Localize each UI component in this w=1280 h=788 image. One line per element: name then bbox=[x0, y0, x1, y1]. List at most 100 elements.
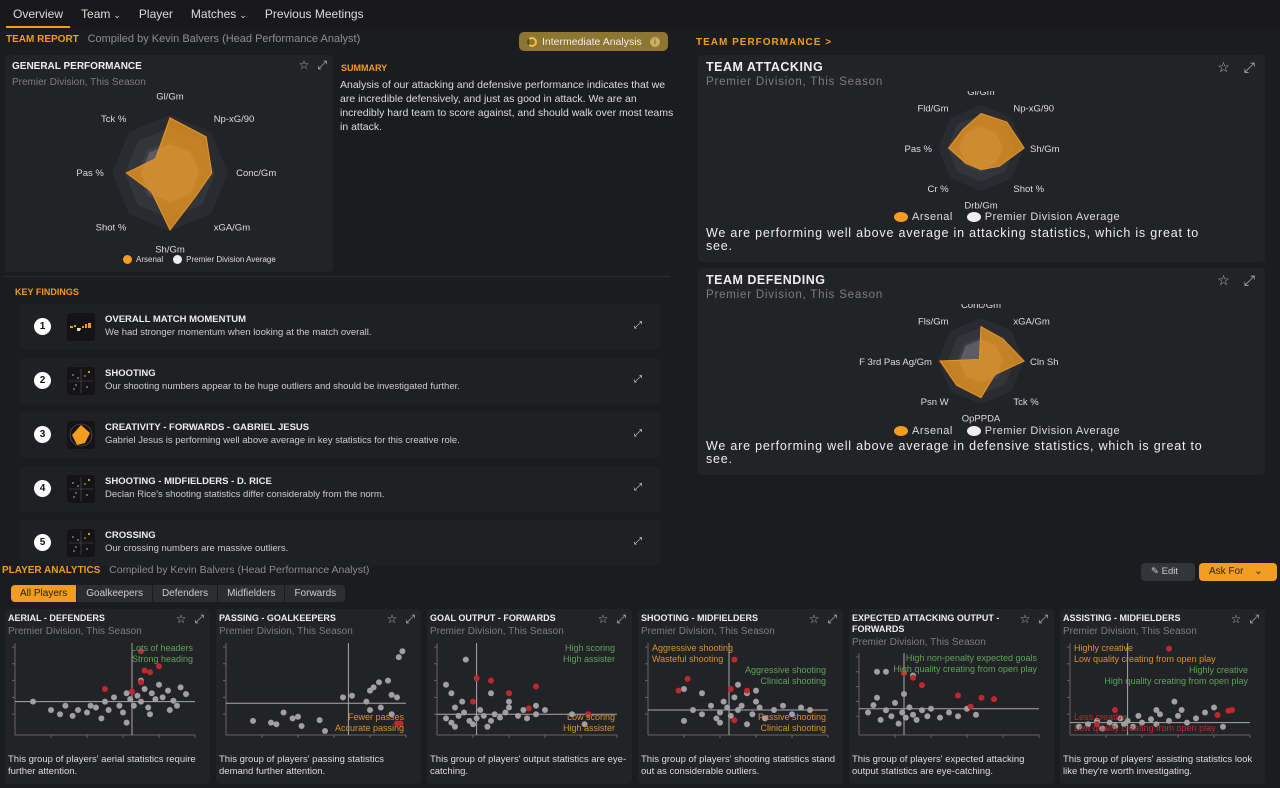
highlighted-point[interactable] bbox=[525, 705, 532, 712]
highlighted-point[interactable] bbox=[967, 703, 974, 710]
highlighted-point[interactable] bbox=[675, 687, 682, 694]
nav-tab-previous-meetings[interactable]: Previous Meetings bbox=[256, 0, 373, 28]
highlighted-point[interactable] bbox=[727, 686, 734, 692]
tab-all-players[interactable]: All Players bbox=[11, 585, 77, 602]
scatter-point bbox=[533, 711, 539, 718]
highlighted-point[interactable] bbox=[1229, 707, 1235, 713]
highlighted-point[interactable] bbox=[955, 692, 961, 699]
highlighted-point[interactable] bbox=[138, 679, 144, 686]
star-icon[interactable]: ☆ bbox=[1217, 59, 1230, 75]
key-finding-item[interactable]: 5 CROSSING Our crossing numbers are massiv… bbox=[20, 520, 660, 566]
edit-button[interactable]: ✎ Edit bbox=[1141, 563, 1195, 581]
expand-icon[interactable]: ⤢ bbox=[616, 612, 626, 626]
star-icon[interactable]: ☆ bbox=[597, 612, 609, 626]
scatter-point bbox=[681, 717, 687, 724]
expand-icon[interactable]: ⤢ bbox=[634, 482, 642, 493]
scatter-point bbox=[147, 711, 153, 718]
expand-icon[interactable]: ⤢ bbox=[1243, 59, 1255, 75]
nav-tab-team[interactable]: Team ⌄ bbox=[72, 0, 130, 28]
ask-for-button[interactable]: Ask For ⌄ bbox=[1199, 563, 1277, 581]
player-analytics-card[interactable]: SHOOTING - MIDFIELDERS Premier Division, … bbox=[638, 609, 843, 784]
highlighted-point[interactable] bbox=[397, 720, 404, 727]
team-report-header: TEAM REPORT Compiled by Kevin Balvers (H… bbox=[6, 33, 360, 45]
nav-tab-player[interactable]: Player bbox=[130, 0, 182, 28]
expand-icon[interactable]: ⤢ bbox=[1249, 612, 1259, 626]
highlighted-point[interactable] bbox=[585, 711, 592, 718]
highlighted-point[interactable] bbox=[684, 675, 691, 682]
scatter-point bbox=[937, 714, 943, 721]
star-icon[interactable]: ☆ bbox=[386, 612, 398, 626]
star-icon[interactable]: ☆ bbox=[1019, 612, 1031, 626]
info-icon[interactable]: i bbox=[650, 36, 660, 47]
highlighted-point[interactable] bbox=[129, 688, 135, 695]
team-performance-link[interactable]: TEAM PERFORMANCE > bbox=[696, 37, 833, 48]
scatter-point bbox=[497, 714, 503, 721]
analysis-level-badge[interactable]: Intermediate Analysis i bbox=[519, 32, 668, 51]
expand-icon[interactable]: ⤢ bbox=[634, 320, 642, 331]
expand-icon[interactable]: ⤢ bbox=[634, 536, 642, 547]
tab-forwards[interactable]: Forwards bbox=[285, 585, 346, 602]
highlighted-point[interactable] bbox=[901, 670, 907, 677]
expand-icon[interactable]: ⤢ bbox=[827, 612, 837, 626]
scatter-point bbox=[946, 709, 952, 716]
highlighted-point[interactable] bbox=[141, 667, 148, 674]
scatter-point bbox=[443, 715, 449, 722]
highlighted-point[interactable] bbox=[910, 674, 916, 681]
key-finding-item[interactable]: 3 CREATIVITY - FORWARDS - GABRIEL JESUS Ga… bbox=[20, 412, 660, 458]
highlighted-point[interactable] bbox=[731, 656, 738, 663]
highlighted-point[interactable] bbox=[147, 669, 153, 676]
highlighted-point[interactable] bbox=[138, 648, 144, 655]
highlighted-point[interactable] bbox=[488, 677, 494, 684]
scatter-point bbox=[1148, 716, 1154, 723]
radar-axis-label: Cr % bbox=[927, 184, 949, 195]
nav-tab-overview[interactable]: Overview bbox=[4, 0, 72, 28]
star-icon[interactable]: ☆ bbox=[298, 58, 310, 72]
scatter-point bbox=[174, 702, 180, 709]
expand-icon[interactable]: ⤢ bbox=[1243, 272, 1255, 288]
key-finding-item[interactable]: 1 OVERALL MATCH MOMENTUM We had stronger m… bbox=[20, 304, 660, 350]
card-description: This group of players' shooting statisti… bbox=[641, 754, 836, 777]
highlighted-point[interactable] bbox=[533, 683, 539, 690]
star-icon[interactable]: ☆ bbox=[1230, 612, 1242, 626]
expand-icon[interactable]: ⤢ bbox=[194, 612, 204, 626]
expand-icon[interactable]: ⤢ bbox=[405, 612, 415, 626]
highlighted-point[interactable] bbox=[744, 687, 750, 694]
highlighted-point[interactable] bbox=[1094, 721, 1100, 728]
tab-goalkeepers[interactable]: Goalkeepers bbox=[77, 585, 152, 602]
radar-axis-label: F 3rd Pas Ag/Gm bbox=[859, 357, 932, 368]
expand-icon[interactable]: ⤢ bbox=[634, 374, 642, 385]
key-finding-item[interactable]: 4 SHOOTING - MIDFIELDERS - D. RICE Declan … bbox=[20, 466, 660, 512]
expand-icon[interactable]: ⤢ bbox=[634, 428, 642, 439]
star-icon[interactable]: ☆ bbox=[1217, 272, 1230, 288]
highlighted-point[interactable] bbox=[978, 694, 985, 701]
star-icon[interactable]: ☆ bbox=[175, 612, 187, 626]
player-analytics-card[interactable]: GOAL OUTPUT - FORWARDS Premier Division, … bbox=[427, 609, 632, 784]
highlighted-point[interactable] bbox=[1112, 707, 1118, 713]
highlighted-point[interactable] bbox=[470, 698, 476, 705]
player-analytics-card[interactable]: AERIAL - DEFENDERS Premier Division, This… bbox=[5, 609, 210, 784]
key-finding-item[interactable]: 2 SHOOTING Our shooting numbers appear to … bbox=[20, 358, 660, 404]
compiled-by: Compiled by Kevin Balvers (Head Performa… bbox=[87, 33, 361, 45]
highlighted-point[interactable] bbox=[991, 696, 997, 703]
scatter-point bbox=[130, 702, 137, 709]
highlighted-point[interactable] bbox=[473, 675, 480, 682]
highlighted-point[interactable] bbox=[102, 686, 108, 692]
finding-description: Our shooting numbers appear to be huge o… bbox=[105, 381, 460, 392]
highlighted-point[interactable] bbox=[731, 717, 738, 724]
highlighted-point[interactable] bbox=[156, 663, 162, 670]
tab-midfielders[interactable]: Midfielders bbox=[218, 585, 285, 602]
player-analytics-card[interactable]: ASSISTING - MIDFIELDERS Premier Division,… bbox=[1060, 609, 1265, 784]
tab-defenders[interactable]: Defenders bbox=[152, 585, 218, 602]
player-analytics-card[interactable]: EXPECTED ATTACKING OUTPUT - FORWARDS Prem… bbox=[849, 609, 1054, 784]
expand-icon[interactable]: ⤢ bbox=[1038, 612, 1048, 626]
player-analytics-card[interactable]: PASSING - GOALKEEPERS Premier Division, T… bbox=[216, 609, 421, 784]
scatter-point bbox=[738, 702, 745, 709]
nav-tab-matches[interactable]: Matches ⌄ bbox=[182, 0, 256, 28]
highlighted-point[interactable] bbox=[1214, 712, 1221, 719]
star-icon[interactable]: ☆ bbox=[808, 612, 820, 626]
highlighted-point[interactable] bbox=[1166, 645, 1172, 652]
scatter-point bbox=[152, 696, 159, 703]
highlighted-point[interactable] bbox=[919, 682, 925, 689]
expand-icon[interactable]: ⤢ bbox=[317, 58, 327, 72]
highlighted-point[interactable] bbox=[506, 690, 512, 697]
